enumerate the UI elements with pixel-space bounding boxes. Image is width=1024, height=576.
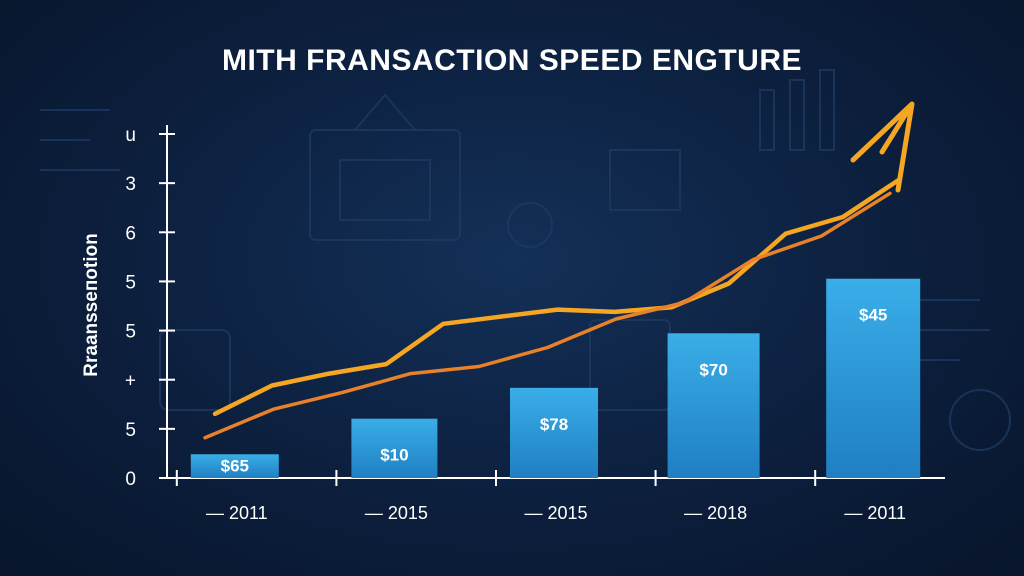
y-tick-label: + bbox=[125, 371, 136, 392]
x-tick-label: — 2015 bbox=[524, 503, 587, 523]
trend-arrowhead bbox=[850, 101, 915, 193]
y-tick-label: 5 bbox=[125, 420, 136, 441]
bar bbox=[510, 387, 598, 478]
bar-data-label: $45 bbox=[859, 306, 887, 325]
y-tick-label: 0 bbox=[125, 469, 136, 490]
y-tick-label: u bbox=[125, 125, 136, 146]
bar bbox=[667, 333, 760, 478]
bar-data-label: $10 bbox=[380, 446, 408, 465]
bar-data-label: $65 bbox=[221, 456, 249, 475]
y-tick-label: 6 bbox=[125, 223, 136, 244]
x-tick-label: — 2015 bbox=[365, 503, 428, 523]
y-tick-label: 5 bbox=[125, 322, 136, 343]
trend-line bbox=[203, 191, 892, 440]
y-tick-label: 3 bbox=[125, 174, 136, 195]
x-tick-label: — 2011 bbox=[844, 503, 906, 523]
bar bbox=[351, 418, 438, 478]
bar-data-label: $70 bbox=[699, 360, 727, 379]
chart-title: MITH FRANSACTION SPEED ENGTURE bbox=[221, 44, 803, 77]
y-tick-label: 5 bbox=[125, 272, 136, 293]
x-tick-label: — 2011 bbox=[206, 503, 268, 523]
bar-data-label: $78 bbox=[540, 415, 568, 434]
trend-line bbox=[212, 176, 903, 417]
bar bbox=[190, 454, 279, 478]
x-tick-label: — 2018 bbox=[684, 503, 747, 523]
bar bbox=[826, 278, 921, 478]
